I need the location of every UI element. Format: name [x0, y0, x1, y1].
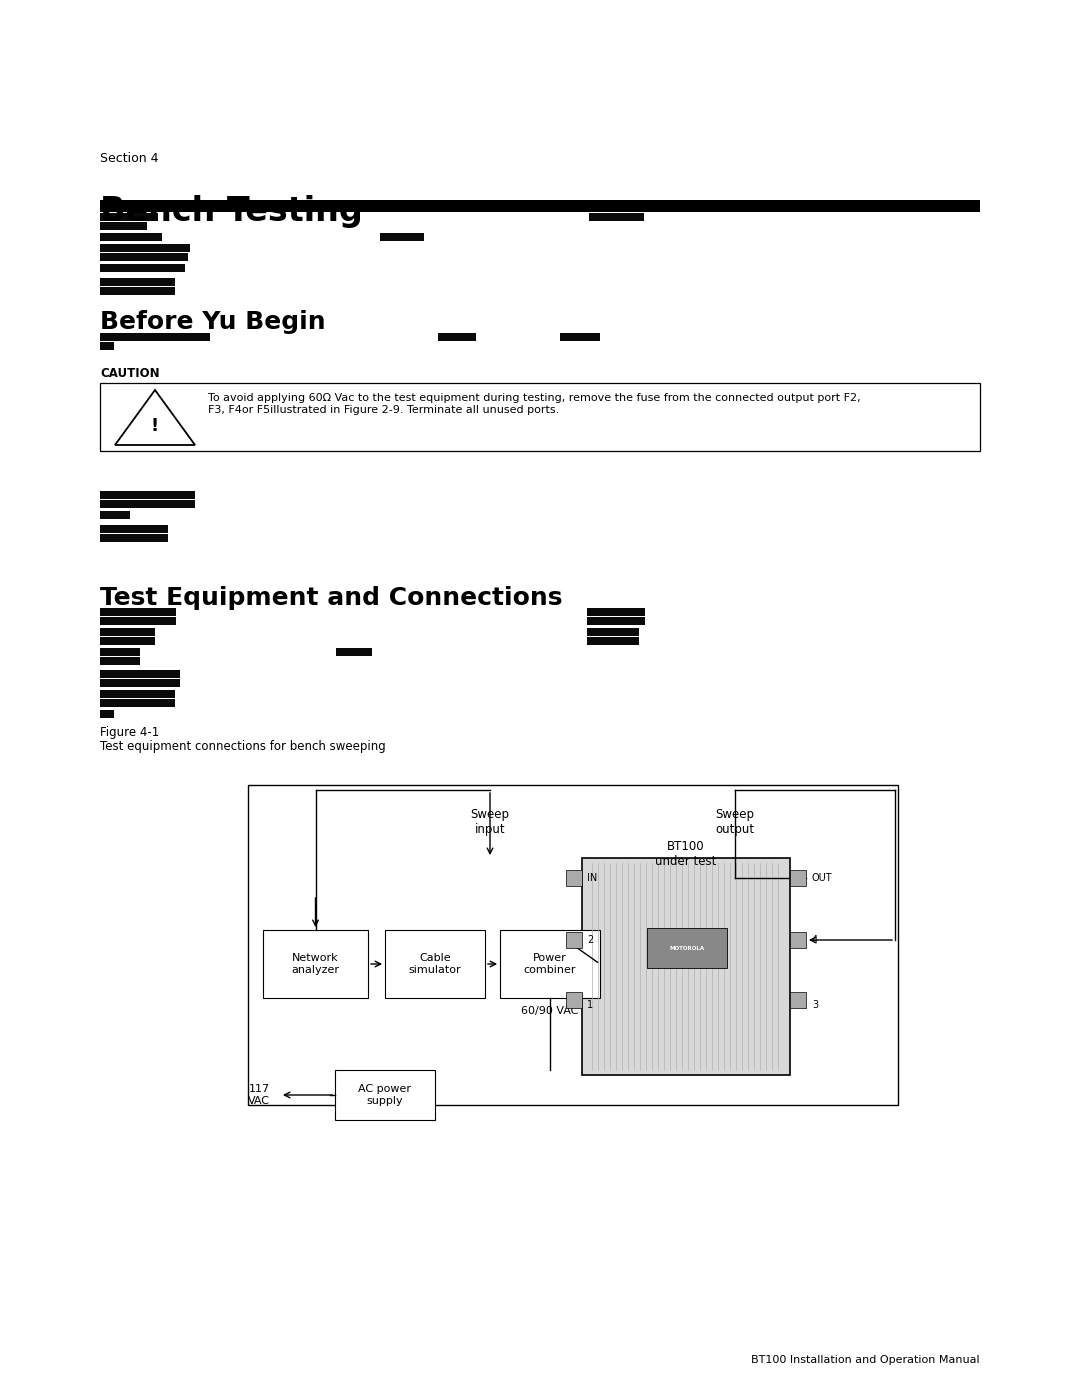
Text: Bench Testing: Bench Testing: [100, 196, 363, 228]
Bar: [100, 511, 130, 520]
Text: 4: 4: [812, 935, 819, 944]
Bar: [588, 617, 645, 624]
Text: Figure 4-1: Figure 4-1: [100, 726, 159, 739]
Bar: [566, 992, 582, 1009]
Bar: [100, 710, 114, 718]
Bar: [100, 278, 175, 286]
Bar: [789, 992, 806, 1009]
Text: BT100
under test: BT100 under test: [656, 840, 717, 868]
Bar: [647, 928, 727, 968]
Text: 2: 2: [588, 935, 593, 944]
Bar: [500, 930, 600, 997]
Bar: [100, 698, 175, 707]
Bar: [100, 233, 162, 242]
Bar: [335, 1070, 435, 1120]
Bar: [100, 637, 156, 645]
Text: BT100 Installation and Operation Manual: BT100 Installation and Operation Manual: [752, 1355, 980, 1365]
Bar: [100, 500, 195, 509]
Text: Cable
simulator: Cable simulator: [408, 953, 461, 975]
Text: Network
analyzer: Network analyzer: [292, 953, 339, 975]
Text: Power
combiner: Power combiner: [524, 953, 577, 975]
Bar: [100, 490, 195, 499]
Bar: [336, 648, 372, 657]
Text: IN: IN: [588, 873, 597, 883]
Text: CAUTION: CAUTION: [100, 367, 160, 380]
Bar: [100, 342, 114, 351]
Bar: [789, 870, 806, 886]
Bar: [100, 200, 980, 212]
Bar: [384, 930, 485, 997]
Text: !: !: [151, 416, 159, 434]
Text: MOTOROLA: MOTOROLA: [670, 946, 704, 950]
Bar: [789, 932, 806, 949]
Bar: [100, 679, 180, 687]
Text: OUT: OUT: [812, 873, 833, 883]
Bar: [100, 383, 980, 451]
Bar: [100, 617, 176, 624]
Polygon shape: [114, 390, 195, 446]
Bar: [380, 233, 424, 242]
Text: Test equipment connections for bench sweeping: Test equipment connections for bench swe…: [100, 740, 386, 753]
Bar: [438, 332, 476, 341]
Text: 60/90 VAC: 60/90 VAC: [522, 1006, 579, 1016]
Bar: [589, 212, 644, 221]
Text: Section 4: Section 4: [100, 152, 159, 165]
Bar: [248, 785, 897, 1105]
Bar: [100, 253, 188, 261]
Bar: [100, 608, 176, 616]
Bar: [100, 657, 140, 665]
Bar: [100, 244, 190, 251]
Bar: [588, 637, 639, 645]
Bar: [100, 264, 185, 272]
Bar: [100, 629, 156, 636]
Text: 3: 3: [812, 1000, 819, 1010]
Text: Before Yu Begin: Before Yu Begin: [100, 310, 326, 334]
Bar: [582, 858, 789, 1076]
Bar: [561, 332, 600, 341]
Bar: [100, 332, 210, 341]
Bar: [588, 629, 639, 636]
Text: Sweep
input: Sweep input: [471, 807, 510, 835]
Bar: [100, 534, 168, 542]
Text: AC power
supply: AC power supply: [359, 1084, 411, 1106]
Bar: [100, 690, 175, 698]
Bar: [100, 222, 147, 231]
Bar: [588, 608, 645, 616]
Bar: [566, 870, 582, 886]
Bar: [100, 212, 158, 221]
Bar: [100, 671, 180, 678]
Bar: [100, 648, 140, 657]
Bar: [100, 286, 175, 295]
Text: Sweep
output: Sweep output: [715, 807, 755, 835]
Text: To avoid applying 60Ω Vac to the test equipment during testing, remove the fuse : To avoid applying 60Ω Vac to the test eq…: [208, 393, 861, 415]
Bar: [566, 932, 582, 949]
Text: 1: 1: [588, 1000, 593, 1010]
Bar: [100, 525, 168, 534]
Bar: [264, 930, 368, 997]
Text: 117
VAC: 117 VAC: [248, 1084, 270, 1106]
Text: Test Equipment and Connections: Test Equipment and Connections: [100, 585, 563, 610]
